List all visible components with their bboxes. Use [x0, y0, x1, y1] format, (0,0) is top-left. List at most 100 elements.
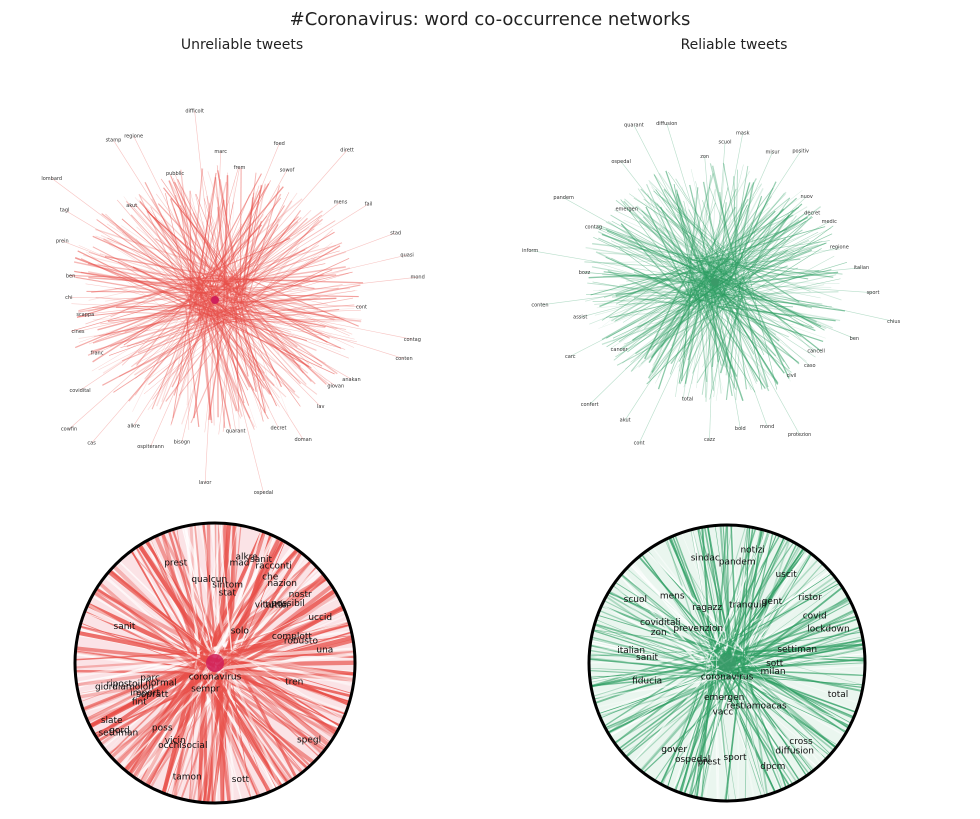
edge: [102, 320, 225, 386]
node-label: ben: [66, 274, 75, 280]
edge: [221, 249, 306, 287]
zoom-edge: [222, 653, 355, 697]
edge: [214, 151, 222, 301]
edge: [692, 280, 813, 309]
node-label: ospedal: [611, 159, 631, 165]
edge: [689, 247, 809, 297]
edge: [107, 237, 239, 298]
edge: [239, 167, 242, 285]
edge: [638, 276, 731, 368]
edge: [660, 217, 693, 282]
edge: [208, 322, 255, 430]
zoom-label: settiman: [98, 728, 138, 738]
zoom-edge: [213, 672, 355, 677]
zoom-label: mens: [660, 592, 685, 602]
zoom-label: notizi: [740, 545, 764, 555]
edge: [699, 298, 790, 338]
edge: [187, 276, 364, 284]
node-label: foed: [274, 141, 285, 147]
edge: [690, 169, 716, 274]
edge: [214, 203, 369, 301]
node-label: covidital: [69, 388, 90, 394]
node-label: assist: [573, 315, 587, 321]
zoom-edge: [728, 649, 865, 668]
edge: [97, 296, 219, 331]
edge: [123, 196, 208, 311]
zoom-label: tamon: [173, 772, 202, 782]
edge: [88, 251, 240, 303]
edge: [214, 299, 304, 440]
edge: [240, 245, 320, 288]
edge: [186, 278, 210, 388]
edge: [214, 299, 264, 493]
edge: [120, 318, 234, 348]
edge: [105, 304, 245, 336]
edge: [76, 303, 198, 318]
edge: [602, 273, 727, 284]
edge: [729, 165, 749, 280]
edge: [162, 215, 207, 295]
edge: [615, 270, 688, 296]
edge: [68, 297, 216, 301]
edge: [735, 304, 747, 390]
node-label: regione: [124, 134, 143, 140]
node-label: carc: [565, 354, 576, 360]
zoom-edge: [658, 675, 714, 801]
zoom-label: italian: [617, 646, 645, 656]
edge: [161, 277, 202, 402]
edge: [204, 274, 353, 335]
zoom-label: tutto: [265, 600, 287, 610]
edge: [124, 282, 230, 333]
edge: [201, 221, 204, 303]
edge: [701, 197, 791, 270]
node-label: inform: [522, 248, 538, 254]
edge: [175, 324, 186, 380]
edge: [209, 202, 234, 325]
zoom-edge: [712, 668, 865, 678]
edge: [653, 173, 727, 272]
zoom-edge: [205, 668, 355, 686]
edge: [702, 200, 740, 302]
edge: [219, 259, 294, 288]
edge: [190, 319, 238, 424]
edge: [703, 194, 805, 261]
edge: [214, 232, 396, 301]
zoom-label: sintom: [212, 581, 243, 591]
edge: [134, 203, 238, 322]
zoom-edge: [589, 603, 722, 653]
edge: [91, 296, 218, 372]
edge: [121, 293, 197, 366]
edge: [714, 188, 764, 283]
edge: [688, 302, 778, 382]
edge: [707, 244, 819, 276]
edge: [685, 266, 766, 389]
zoom-edge: [707, 525, 785, 664]
edge: [185, 224, 263, 302]
edge: [601, 233, 731, 282]
node-label: anakan: [342, 377, 360, 383]
node-label: cont: [634, 441, 645, 447]
edge: [649, 276, 733, 380]
zoom-edge: [710, 662, 781, 801]
edge: [686, 187, 699, 296]
edge: [217, 320, 250, 406]
edge: [227, 172, 234, 292]
edge: [725, 227, 832, 281]
edge: [133, 136, 216, 301]
edge: [212, 284, 302, 291]
edge: [714, 133, 744, 283]
edge: [637, 188, 703, 283]
edge: [168, 180, 220, 309]
edge: [181, 213, 237, 309]
edge: [204, 221, 299, 307]
edge: [157, 203, 226, 276]
edge: [203, 295, 323, 367]
edge: [708, 274, 837, 304]
edge: [214, 299, 336, 387]
edge: [215, 304, 347, 330]
edge: [214, 299, 352, 380]
zoom-label: che: [262, 573, 279, 583]
edge: [78, 284, 188, 317]
zoom-label: prest: [164, 559, 187, 569]
zoom-edge: [589, 650, 739, 710]
